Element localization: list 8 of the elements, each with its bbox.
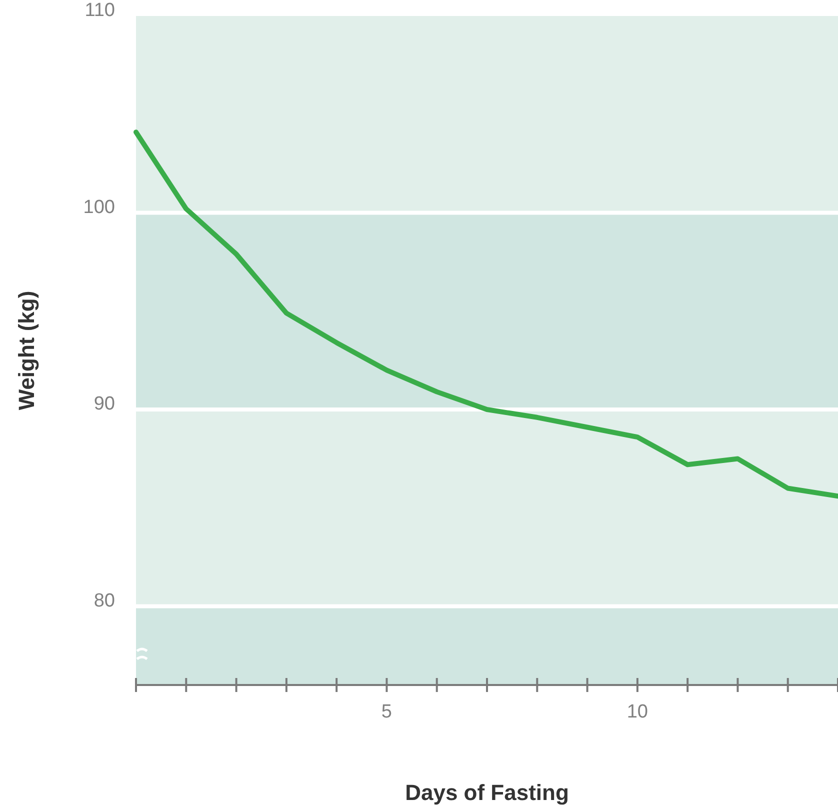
x-axis-title: Days of Fasting bbox=[405, 780, 569, 805]
x-tick-label: 5 bbox=[381, 701, 392, 722]
y-tick-label: 90 bbox=[94, 394, 115, 415]
y-tick-label: 100 bbox=[83, 196, 115, 218]
y-axis-title: Weight (kg) bbox=[14, 290, 39, 410]
y-tick-label: 80 bbox=[94, 590, 115, 612]
y-tick-label: 110 bbox=[84, 0, 115, 21]
x-tick-label: 10 bbox=[626, 701, 648, 722]
